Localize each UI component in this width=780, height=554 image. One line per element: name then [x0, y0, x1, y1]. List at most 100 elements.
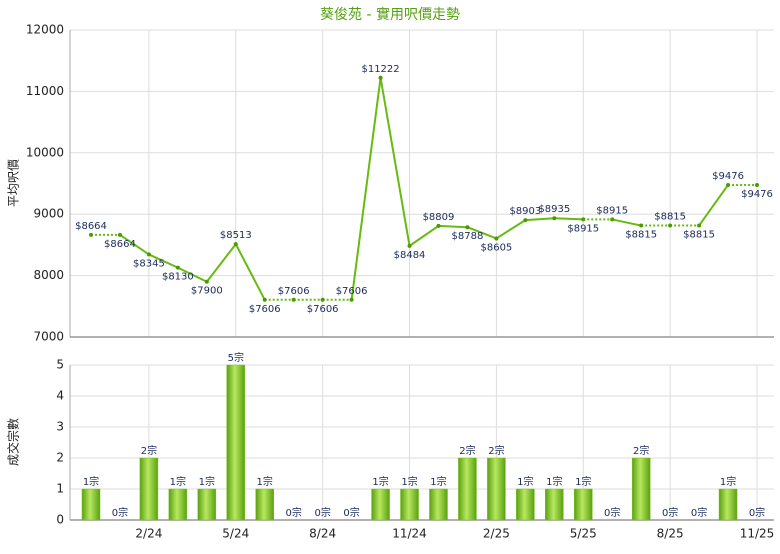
bar: [718, 488, 738, 521]
data-label: 1宗: [401, 475, 417, 488]
data-label: 5宗: [228, 351, 244, 364]
line-segment: [612, 218, 642, 227]
data-label: 2宗: [459, 444, 475, 457]
data-label: 0宗: [749, 506, 765, 519]
bar: [371, 488, 390, 521]
line-segment: [438, 224, 468, 229]
data-label: $8484: [394, 250, 426, 261]
point: [291, 297, 296, 302]
line-segment: [206, 243, 237, 283]
data-label: $8915: [596, 205, 628, 216]
data-label: $8903: [509, 206, 541, 217]
point: [378, 75, 383, 80]
data-label: $9476: [712, 171, 744, 182]
point: [494, 236, 499, 241]
data-label: $8809: [423, 212, 455, 223]
point: [697, 223, 702, 228]
line-segment: [554, 217, 584, 221]
data-label: 0宗: [604, 506, 620, 519]
y-axis-label: 成交宗數: [6, 418, 21, 466]
data-label: $7900: [191, 286, 223, 297]
data-label: 0宗: [691, 506, 707, 519]
x-tick-label: 2/25: [483, 527, 510, 541]
y-tick-label: 5: [56, 358, 64, 372]
bar: [255, 488, 274, 521]
line-segment: [379, 77, 411, 247]
y-tick-label: 0: [56, 513, 64, 527]
data-label: 1宗: [430, 475, 446, 488]
bar: [545, 488, 564, 521]
data-label: 1宗: [546, 475, 562, 488]
y-tick-label: 3: [56, 420, 64, 434]
data-label: $8815: [625, 230, 657, 241]
y-tick-label: 9000: [33, 207, 64, 221]
point: [320, 297, 325, 302]
x-tick-label: 5/24: [222, 527, 249, 541]
data-label: $7606: [249, 304, 281, 315]
bar: [226, 364, 246, 521]
data-label: $8935: [538, 204, 570, 215]
y-tick-label: 1: [56, 482, 64, 496]
data-label: 2宗: [633, 444, 649, 457]
line-segment: [495, 219, 526, 240]
data-label: 1宗: [575, 475, 591, 488]
line-segment: [177, 266, 208, 283]
data-label: 0宗: [662, 506, 678, 519]
data-label: 1宗: [372, 475, 388, 488]
line-segment: [525, 217, 555, 222]
data-label: 2宗: [141, 444, 157, 457]
data-label: $8605: [480, 242, 512, 253]
y-tick-label: 4: [56, 389, 64, 403]
y-tick-label: 10000: [26, 145, 64, 159]
data-label: 1宗: [199, 475, 215, 488]
line-segment: [148, 253, 179, 269]
data-label: 0宗: [343, 506, 359, 519]
line-segment: [408, 225, 440, 247]
line-segment: [698, 184, 729, 227]
x-tick-label: 2/24: [135, 527, 162, 541]
bar: [197, 488, 217, 521]
bar: [458, 457, 477, 521]
bar: [516, 488, 535, 521]
point: [407, 243, 412, 248]
data-label: $7606: [278, 286, 310, 297]
data-label: 2宗: [488, 444, 504, 457]
point: [436, 223, 441, 228]
data-label: 0宗: [112, 506, 128, 519]
y-tick-label: 7000: [33, 330, 64, 344]
bar: [400, 488, 419, 521]
data-label: 1宗: [720, 475, 736, 488]
line-segment: [350, 77, 382, 300]
chart-title: 葵俊苑 - 實用呎價走勢: [320, 6, 460, 23]
point: [89, 232, 93, 237]
point: [639, 223, 644, 228]
bar: [631, 457, 651, 521]
y-axis-label: 平均呎價: [7, 159, 21, 207]
point: [175, 265, 180, 270]
data-label: $8345: [133, 258, 165, 269]
bar: [574, 488, 593, 521]
point: [262, 297, 267, 302]
data-label: $8788: [452, 231, 484, 242]
point: [349, 297, 354, 302]
y-tick-label: 2: [56, 451, 64, 465]
data-label: 0宗: [314, 506, 330, 519]
point: [233, 242, 238, 247]
line-segment: [467, 226, 497, 240]
data-label: $8815: [654, 212, 686, 223]
x-tick-label: 11/24: [392, 527, 427, 541]
point: [610, 217, 615, 222]
bar: [168, 488, 188, 521]
y-tick-label: 8000: [33, 268, 64, 282]
line-segment: [119, 234, 150, 256]
y-tick-label: 12000: [26, 23, 64, 37]
point: [755, 182, 759, 187]
point: [465, 225, 470, 230]
data-label: $8130: [162, 272, 194, 283]
point: [726, 182, 731, 187]
line-segment: [234, 243, 266, 301]
x-tick-label: 5/25: [570, 527, 597, 541]
data-label: 1宗: [83, 475, 99, 488]
y-tick-label: 11000: [26, 84, 64, 98]
